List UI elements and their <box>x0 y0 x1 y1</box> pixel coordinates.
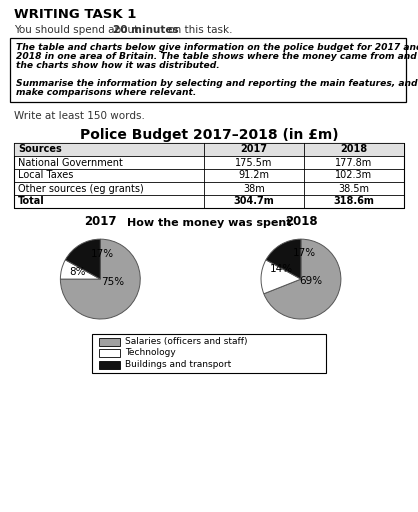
FancyBboxPatch shape <box>14 143 404 208</box>
Text: 102.3m: 102.3m <box>335 170 372 181</box>
Text: Total: Total <box>18 197 45 206</box>
Text: 75%: 75% <box>101 278 124 287</box>
FancyBboxPatch shape <box>99 361 120 369</box>
Text: 175.5m: 175.5m <box>235 158 273 167</box>
Text: National Government: National Government <box>18 158 123 167</box>
Text: on this task.: on this task. <box>165 25 232 35</box>
Text: Salaries (officers and staff): Salaries (officers and staff) <box>125 337 247 346</box>
Text: Summarise the information by selecting and reporting the main features, and: Summarise the information by selecting a… <box>16 79 418 88</box>
Text: Sources: Sources <box>18 144 62 155</box>
FancyBboxPatch shape <box>99 338 120 346</box>
Text: 91.2m: 91.2m <box>239 170 270 181</box>
Text: make comparisons where relevant.: make comparisons where relevant. <box>16 88 196 97</box>
Text: The table and charts below give information on the police budget for 2017 and: The table and charts below give informat… <box>16 43 418 52</box>
Text: You should spend about: You should spend about <box>14 25 142 35</box>
Title: 2017: 2017 <box>84 215 117 228</box>
Text: the charts show how it was distributed.: the charts show how it was distributed. <box>16 61 220 70</box>
Title: 2018: 2018 <box>285 215 317 228</box>
Text: Other sources (eg grants): Other sources (eg grants) <box>18 183 144 194</box>
Wedge shape <box>60 239 140 319</box>
Text: 318.6m: 318.6m <box>334 197 375 206</box>
FancyBboxPatch shape <box>14 143 404 156</box>
Text: WRITING TASK 1: WRITING TASK 1 <box>14 8 136 21</box>
FancyBboxPatch shape <box>92 334 326 373</box>
Wedge shape <box>60 260 100 279</box>
Text: 20 minutes: 20 minutes <box>113 25 178 35</box>
Text: 14%: 14% <box>270 264 293 274</box>
Text: Write at least 150 words.: Write at least 150 words. <box>14 111 145 121</box>
Wedge shape <box>65 239 100 279</box>
Text: Buildings and transport: Buildings and transport <box>125 360 231 369</box>
Text: 38.5m: 38.5m <box>339 183 370 194</box>
Text: 2018 in one area of Britain. The table shows where the money came from and: 2018 in one area of Britain. The table s… <box>16 52 417 61</box>
Wedge shape <box>264 239 341 319</box>
Text: 17%: 17% <box>91 249 114 259</box>
Text: 8%: 8% <box>69 267 85 277</box>
Wedge shape <box>266 239 301 279</box>
Text: 69%: 69% <box>299 276 323 286</box>
Text: 177.8m: 177.8m <box>335 158 372 167</box>
Text: 2018: 2018 <box>340 144 367 155</box>
Text: Local Taxes: Local Taxes <box>18 170 74 181</box>
Wedge shape <box>261 260 301 294</box>
Text: 17%: 17% <box>293 248 316 258</box>
Text: 304.7m: 304.7m <box>234 197 274 206</box>
FancyBboxPatch shape <box>10 38 406 102</box>
Text: Police Budget 2017–2018 (in £m): Police Budget 2017–2018 (in £m) <box>80 128 338 142</box>
Text: How the money was spent: How the money was spent <box>127 218 291 228</box>
Text: 38m: 38m <box>243 183 265 194</box>
Text: 2017: 2017 <box>240 144 268 155</box>
FancyBboxPatch shape <box>99 350 120 357</box>
Text: Technology: Technology <box>125 349 176 357</box>
